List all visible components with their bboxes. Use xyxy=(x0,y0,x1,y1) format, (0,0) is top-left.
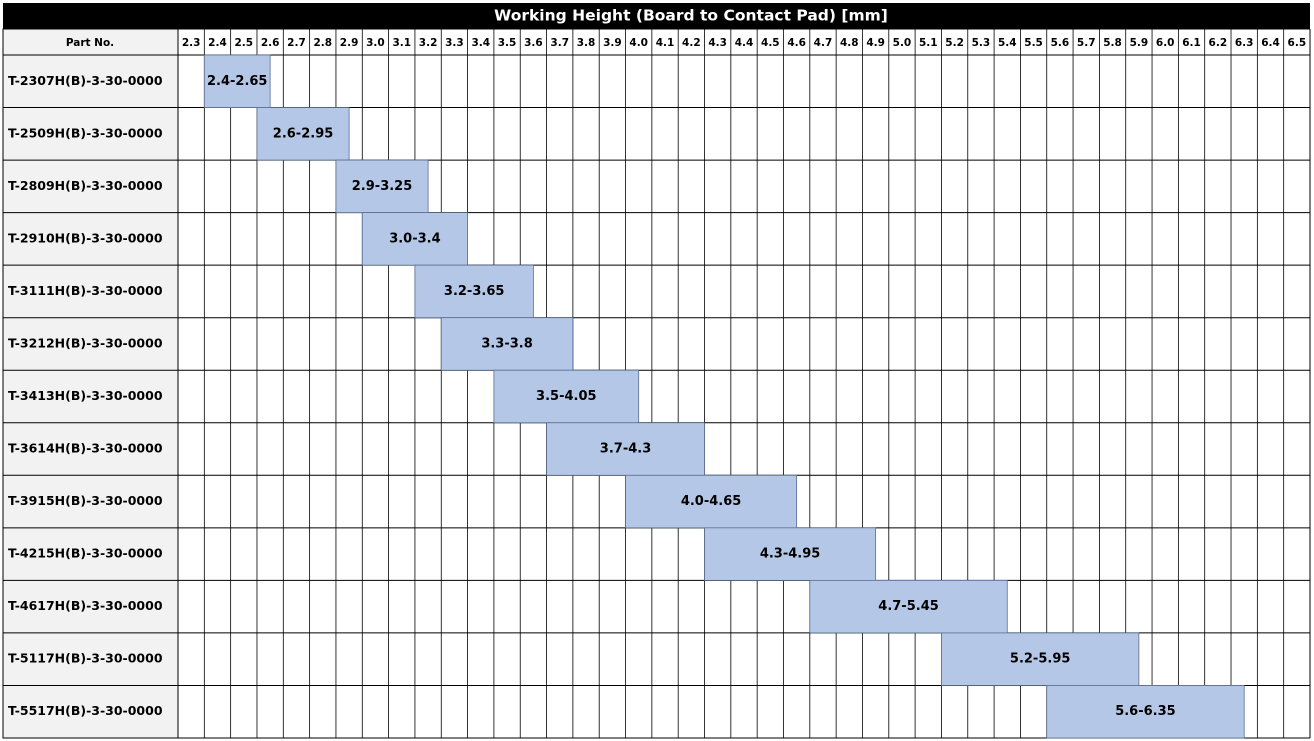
x-tick-label: 5.6 xyxy=(1051,37,1070,49)
category-label: T-2307H(B)-3-30-0000 xyxy=(8,73,163,88)
category-label: T-3212H(B)-3-30-0000 xyxy=(8,335,163,350)
x-tick-label: 3.1 xyxy=(392,37,411,49)
value-label: 3.0-3.4 xyxy=(389,231,440,246)
x-tick-label: 5.8 xyxy=(1103,37,1122,49)
category-label: T-2910H(B)-3-30-0000 xyxy=(8,230,163,245)
x-tick-label: 2.4 xyxy=(208,37,227,49)
x-tick-label: 3.4 xyxy=(471,37,490,49)
range-bar xyxy=(1046,685,1245,739)
x-tick-label: 5.4 xyxy=(998,37,1017,49)
category-label: T-5517H(B)-3-30-0000 xyxy=(8,703,163,718)
range-bar xyxy=(440,317,574,371)
x-tick-label: 4.4 xyxy=(735,37,754,49)
category-label: T-4215H(B)-3-30-0000 xyxy=(8,546,163,561)
category-label: T-3413H(B)-3-30-0000 xyxy=(8,388,163,403)
x-tick-label: 5.9 xyxy=(1130,37,1149,49)
value-label: 5.2-5.95 xyxy=(1010,652,1071,667)
x-tick-label: 4.3 xyxy=(708,37,727,49)
chart-title: Working Height (Board to Contact Pad) [m… xyxy=(494,7,888,25)
x-tick-label: 3.0 xyxy=(366,37,385,49)
x-tick-label: 6.2 xyxy=(1209,37,1228,49)
category-column xyxy=(2,28,179,739)
category-label: T-2809H(B)-3-30-0000 xyxy=(8,178,163,193)
value-label: 4.7-5.45 xyxy=(878,599,939,614)
range-bar xyxy=(809,579,1008,634)
category-header: Part No. xyxy=(66,37,114,49)
x-tick-label: 6.5 xyxy=(1288,37,1307,49)
x-tick-label: 2.9 xyxy=(340,37,359,49)
x-tick-label: 4.2 xyxy=(682,37,701,49)
x-tick-label: 5.3 xyxy=(972,37,991,49)
value-label: 5.6-6.35 xyxy=(1115,704,1176,719)
x-tick-label: 3.2 xyxy=(419,37,438,49)
x-tick-label: 4.0 xyxy=(629,37,648,49)
x-tick-label: 6.0 xyxy=(1156,37,1175,49)
x-tick-label: 2.5 xyxy=(235,37,254,49)
x-tick-label: 6.4 xyxy=(1261,37,1280,49)
x-tick-label: 5.7 xyxy=(1077,37,1096,49)
category-label: T-2509H(B)-3-30-0000 xyxy=(8,125,163,140)
x-tick-label: 3.3 xyxy=(445,37,464,49)
x-tick-label: 3.5 xyxy=(498,37,517,49)
range-bar xyxy=(335,159,429,214)
x-tick-label: 5.5 xyxy=(1024,37,1043,49)
x-tick-label: 4.5 xyxy=(761,37,780,49)
x-tick-label: 3.6 xyxy=(524,37,543,49)
value-label: 2.6-2.95 xyxy=(273,126,334,141)
x-tick-label: 3.9 xyxy=(603,37,622,49)
category-label: T-3915H(B)-3-30-0000 xyxy=(8,493,163,508)
x-tick-label: 2.6 xyxy=(261,37,280,49)
category-label: T-3111H(B)-3-30-0000 xyxy=(8,283,163,298)
value-label: 3.5-4.05 xyxy=(536,389,597,404)
value-label: 4.3-4.95 xyxy=(760,547,821,562)
value-label: 2.4-2.65 xyxy=(207,74,268,89)
value-label: 3.2-3.65 xyxy=(444,284,505,299)
range-bar xyxy=(493,369,640,424)
x-tick-label: 6.1 xyxy=(1182,37,1201,49)
x-tick-label: 5.0 xyxy=(893,37,912,49)
x-tick-label: 6.3 xyxy=(1235,37,1254,49)
x-tick-label: 2.7 xyxy=(287,37,306,49)
x-tick-label: 4.8 xyxy=(840,37,859,49)
category-label: T-5117H(B)-3-30-0000 xyxy=(8,651,163,666)
x-tick-label: 4.7 xyxy=(814,37,833,49)
x-tick-label: 4.6 xyxy=(787,37,806,49)
title-bar xyxy=(3,3,1310,29)
category-label: T-3614H(B)-3-30-0000 xyxy=(8,441,163,456)
value-label: 3.7-4.3 xyxy=(600,442,651,457)
range-bar xyxy=(546,422,705,476)
x-tick-label: 3.7 xyxy=(550,37,569,49)
range-bar xyxy=(704,527,877,581)
x-tick-label: 4.1 xyxy=(656,37,675,49)
value-label: 4.0-4.65 xyxy=(681,494,742,509)
range-bar xyxy=(203,54,271,108)
range-bar xyxy=(625,474,798,529)
x-tick-label: 5.2 xyxy=(945,37,964,49)
x-tick-label: 4.9 xyxy=(866,37,885,49)
value-label: 3.3-3.8 xyxy=(481,336,532,351)
range-bar xyxy=(256,107,350,161)
x-tick-label: 2.8 xyxy=(313,37,332,49)
category-label: T-4617H(B)-3-30-0000 xyxy=(8,598,163,613)
range-bar xyxy=(941,632,1140,686)
x-tick-label: 5.1 xyxy=(919,37,938,49)
range-bar xyxy=(414,264,534,319)
x-tick-label: 3.8 xyxy=(577,37,596,49)
value-label: 2.9-3.25 xyxy=(352,179,413,194)
x-tick-label: 2.3 xyxy=(182,37,201,49)
